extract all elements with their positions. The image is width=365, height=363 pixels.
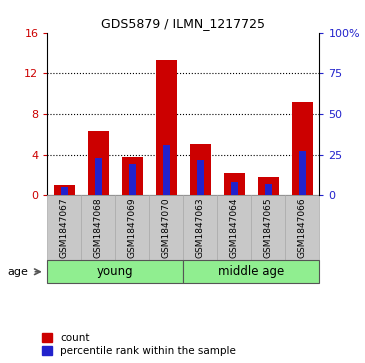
Bar — [184, 260, 319, 283]
Bar — [88, 131, 109, 195]
Bar — [156, 60, 177, 195]
Bar — [197, 159, 204, 195]
Bar — [218, 195, 251, 260]
Text: GSM1847064: GSM1847064 — [230, 197, 239, 258]
Bar — [231, 182, 238, 195]
Bar — [122, 157, 143, 195]
Text: middle age: middle age — [218, 265, 285, 278]
Bar — [47, 260, 184, 283]
Bar — [190, 144, 211, 195]
Bar — [184, 195, 218, 260]
Bar — [299, 151, 306, 195]
Text: young: young — [97, 265, 134, 278]
Bar — [61, 187, 68, 195]
Text: GSM1847066: GSM1847066 — [298, 197, 307, 258]
Bar — [224, 173, 245, 195]
Bar — [285, 195, 319, 260]
Bar — [251, 195, 285, 260]
Text: age: age — [8, 267, 28, 277]
Text: GSM1847067: GSM1847067 — [60, 197, 69, 258]
Bar — [47, 195, 81, 260]
Text: GSM1847070: GSM1847070 — [162, 197, 171, 258]
Bar — [129, 164, 136, 195]
Bar — [265, 184, 272, 195]
Text: GSM1847065: GSM1847065 — [264, 197, 273, 258]
Bar — [149, 195, 183, 260]
Bar — [292, 102, 312, 195]
Legend: count, percentile rank within the sample: count, percentile rank within the sample — [42, 333, 236, 356]
Bar — [81, 195, 115, 260]
Text: GSM1847069: GSM1847069 — [128, 197, 137, 258]
Bar — [258, 177, 278, 195]
Text: GSM1847063: GSM1847063 — [196, 197, 205, 258]
Bar — [163, 145, 170, 195]
Bar — [95, 158, 102, 195]
Bar — [54, 185, 74, 195]
Bar — [115, 195, 149, 260]
Title: GDS5879 / ILMN_1217725: GDS5879 / ILMN_1217725 — [101, 17, 265, 30]
Text: GSM1847068: GSM1847068 — [94, 197, 103, 258]
